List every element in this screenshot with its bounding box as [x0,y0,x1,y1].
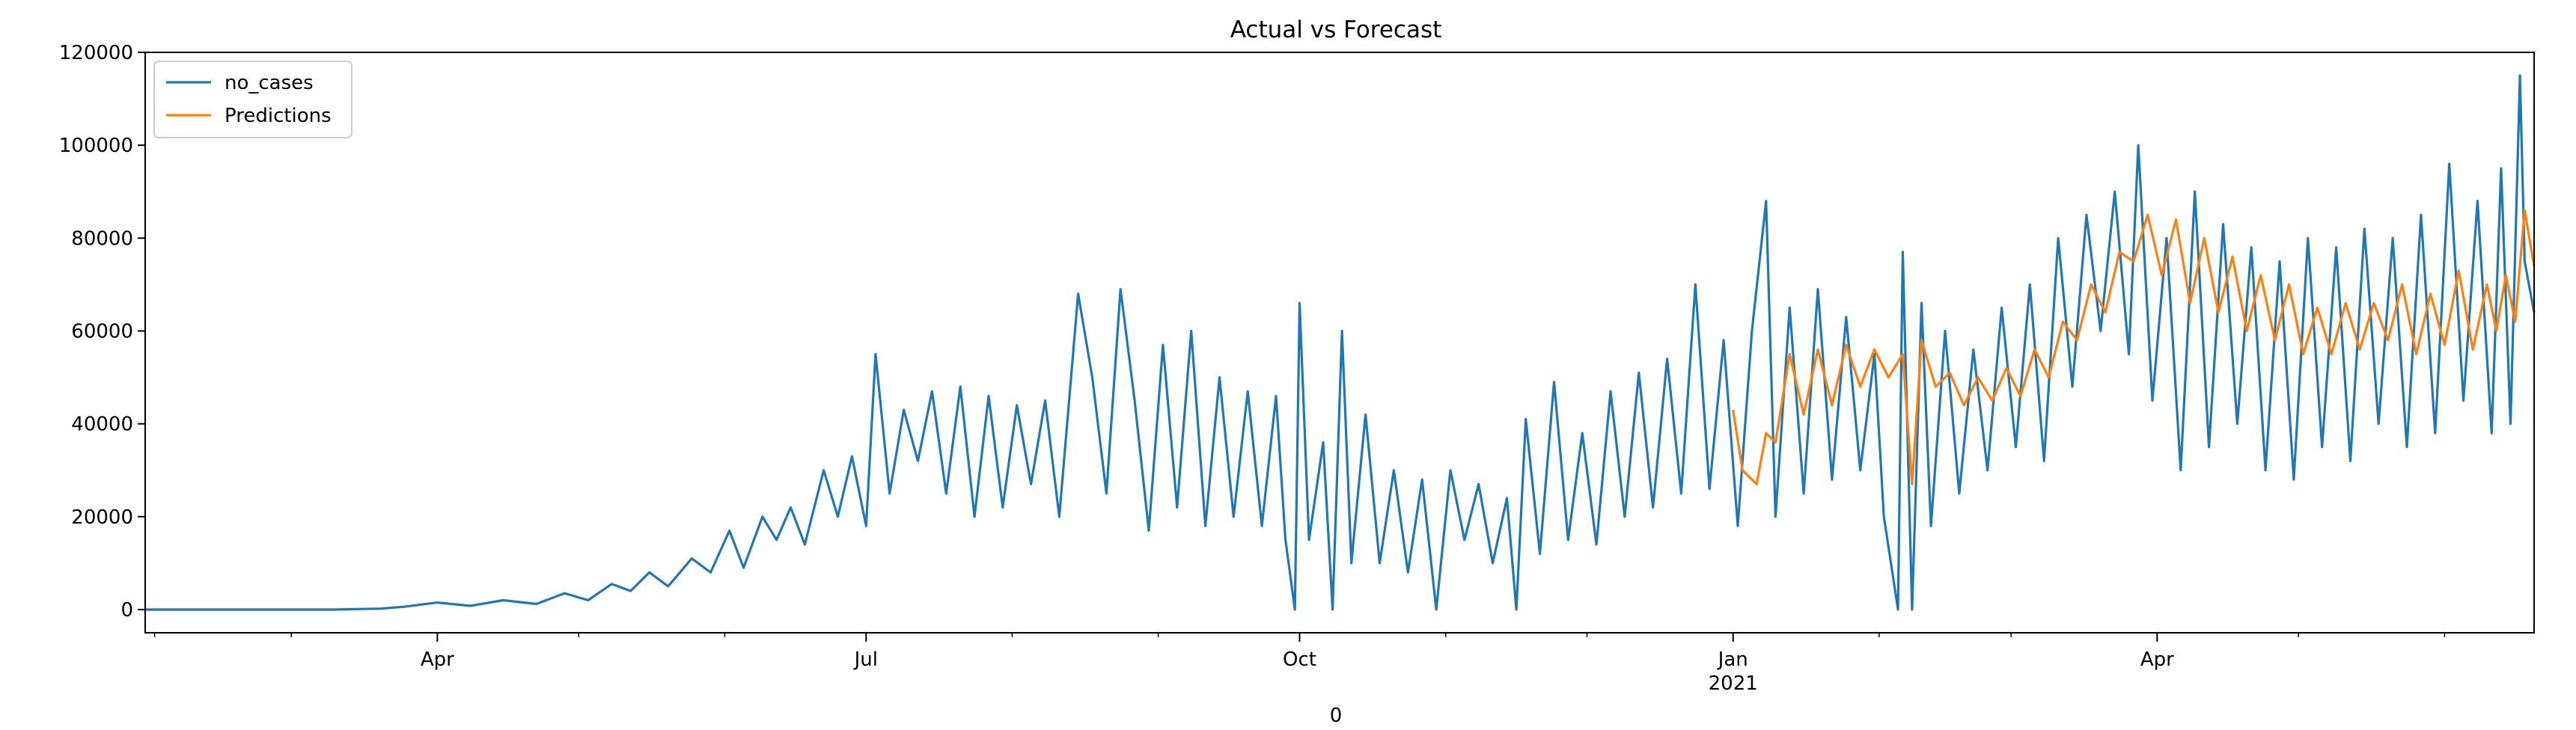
x-axis-label: 0 [1330,705,1343,727]
x-tick-label: Apr [421,648,454,671]
y-axis: 0 20000 40000 60000 80000 100000 120000 [59,42,145,622]
y-tick-label: 20000 [71,506,133,529]
x-tick-label: Oct [1283,648,1316,671]
x-tick-label: Jan [1717,648,1748,671]
legend-box [153,61,352,138]
y-tick-label: 0 [120,599,133,622]
y-tick-label: 120000 [59,42,133,64]
x-tick-label: Apr [2140,648,2174,671]
plot-frame [144,52,2535,634]
y-tick-label: 100000 [59,135,133,157]
series-line-no-cases [145,74,2536,611]
legend: no_cases Predictions [153,61,352,138]
y-tick-label: 60000 [71,320,133,343]
chart-title: Actual vs Forecast [1230,16,1442,43]
x-tick-sublabel: 2021 [1709,672,1758,695]
series-layer [145,74,2536,611]
legend-label-predictions: Predictions [225,105,332,127]
legend-label-no-cases: no_cases [225,72,314,94]
series-line-predictions [1732,209,2536,485]
x-tick-label: Jul [853,648,878,671]
y-tick-label: 80000 [71,227,133,250]
y-tick-label: 40000 [71,414,133,436]
